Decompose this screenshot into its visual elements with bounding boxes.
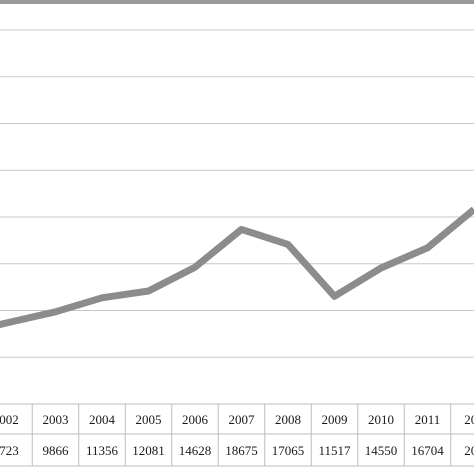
value-cell: 9866: [43, 443, 70, 458]
value-cell: 208: [464, 443, 474, 458]
value-cell: 11356: [86, 443, 119, 458]
value-cell: 723: [0, 443, 19, 458]
year-cell: 201: [464, 412, 474, 427]
table-value-row: 723 9866 11356 12081 14628 18675 17065 11517 145…: [0, 443, 474, 458]
year-cell: 2008: [275, 412, 301, 427]
series-group: [0, 206, 474, 329]
data-table: 002 2003 2004 2005 2006 2007 2008 2009 2010 2011 2…: [0, 403, 474, 467]
year-cell: 002: [0, 412, 19, 427]
year-cell: 2010: [368, 412, 394, 427]
chart-title-cropped: [0, 0, 474, 4]
table-year-row: 002 2003 2004 2005 2006 2007 2008 2009 2010 2011 2…: [0, 412, 474, 427]
year-cell: 2004: [89, 412, 116, 427]
value-cell: 11517: [318, 443, 351, 458]
year-cell: 2003: [43, 412, 69, 427]
series-line: [0, 206, 474, 329]
table-column-dividers: [31, 404, 452, 466]
year-cell: 2005: [136, 412, 162, 427]
year-cell: 2009: [322, 412, 348, 427]
year-cell: 2011: [415, 412, 441, 427]
gridlines: [0, 29, 474, 405]
title-text-remnant: [0, 0, 474, 4]
year-cell: 2007: [229, 412, 256, 427]
value-cell: 16704: [411, 443, 444, 458]
value-cell: 12081: [132, 443, 165, 458]
value-cell: 14550: [365, 443, 398, 458]
value-cell: 18675: [225, 443, 258, 458]
value-cell: 14628: [179, 443, 212, 458]
value-cell: 17065: [272, 443, 305, 458]
year-cell: 2006: [182, 412, 209, 427]
